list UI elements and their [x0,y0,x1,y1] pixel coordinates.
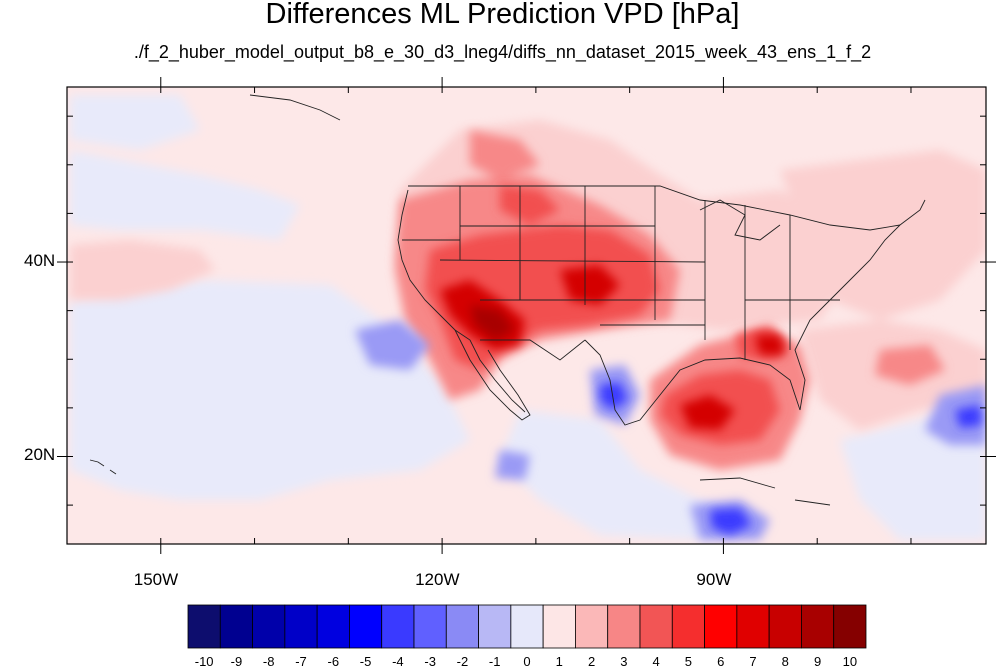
colorbar-box [607,604,641,649]
colorbar-label: 8 [781,654,789,669]
colorbar-box [801,604,835,649]
colorbar-box [381,604,415,649]
map-title: Differences ML Prediction VPD [hPa] [265,0,740,30]
colorbar-label: -1 [488,654,501,669]
colorbar-box [671,604,705,649]
field-strong-negative [600,382,982,535]
colorbar-box [478,604,512,649]
colorbar-label: 7 [749,654,757,669]
colorbar-box [445,604,479,649]
colorbar-label: -3 [424,654,436,669]
colorbar-label: 10 [842,654,858,669]
colorbar-label: 5 [684,654,693,669]
axis-ticks [57,77,996,554]
colorbar-label: -9 [230,654,243,669]
colorbar-label: -5 [359,654,372,669]
map-frame [66,86,987,545]
colorbar-box [284,604,318,649]
colorbar-box [542,604,576,649]
colorbar-box [219,604,253,649]
colorbar-box [187,604,221,649]
colorbar-label: -4 [392,654,404,669]
colorbar-box [704,604,738,649]
colorbar-box [316,604,350,649]
colorbar-box [833,604,867,649]
colorbar-label: 6 [717,654,725,669]
colorbar-label: -8 [262,654,275,669]
lon-tick-label: 90W [696,570,732,589]
colorbar-label: 1 [555,654,563,669]
colorbar-box [252,604,286,649]
colorbar-label: 9 [813,654,822,669]
colorbar-label: -10 [194,654,214,669]
lon-tick-label: 120W [415,570,460,589]
colorbar-label: 0 [523,654,531,669]
colorbar-label: 2 [587,654,596,669]
colorbar-box [736,604,770,649]
lat-tick-label: 40N [24,251,56,271]
colorbar-box [768,604,802,649]
coastlines-and-borders [89,94,926,506]
colorbar-label: -6 [327,654,340,669]
colorbar-box [510,604,544,649]
lon-tick-label: 150W [133,570,179,589]
colorbar-box [575,604,609,649]
colorbar-label: 3 [620,654,628,669]
colorbar-label: 4 [652,654,660,669]
colorbar-box [413,604,447,649]
colorbar-box [639,604,673,649]
map-subtitle: ./f_2_huber_model_output_b8_e_30_d3_lneg… [133,42,872,62]
colorbar-label: -7 [295,654,307,669]
colorbar-label: -2 [456,654,469,669]
field-max-positive [470,305,515,340]
colorbar-box [349,604,383,649]
lat-tick-label: 20N [24,445,56,465]
colorbar-boxes [187,604,867,649]
field-layer [67,87,986,544]
